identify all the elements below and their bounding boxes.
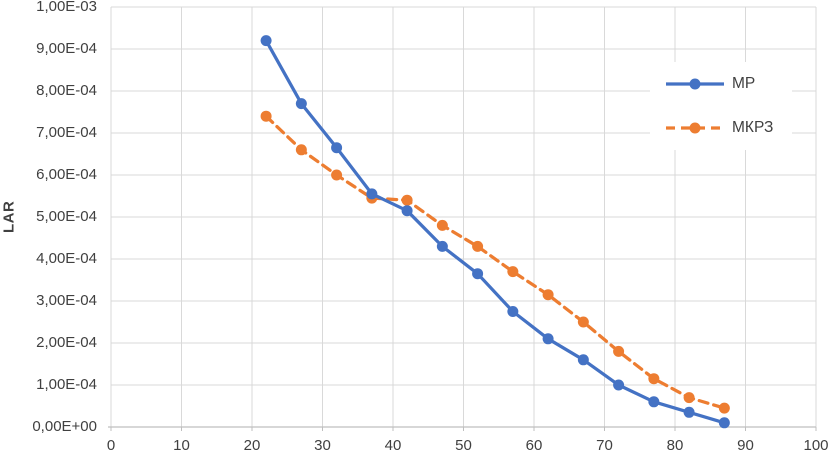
series-1-data-point: [401, 194, 413, 206]
series-1-data-point: [436, 219, 448, 231]
series-1-data-point: [260, 110, 272, 122]
y-tick-label: 0,00E+00: [32, 418, 97, 435]
series-1-data-point: [472, 240, 484, 252]
legend-item: МР: [650, 63, 792, 105]
y-tick-label: 1,00E-03: [36, 0, 97, 15]
series-0-data-point: [436, 240, 448, 252]
legend-item: МКРЗ: [650, 107, 792, 149]
legend-marker: [689, 122, 701, 134]
series-0-data-point: [366, 188, 378, 200]
series-0-data-point: [331, 142, 343, 154]
legend-swatch: [666, 122, 724, 134]
x-tick-label: 10: [173, 437, 190, 454]
series-0-data-point: [683, 406, 695, 418]
legend-label: МР: [732, 75, 756, 92]
series-1-data-point: [648, 373, 660, 385]
y-tick-label: 4,00E-04: [36, 250, 97, 267]
x-tick-label: 80: [666, 437, 684, 454]
x-tick-label: 60: [525, 437, 543, 454]
y-tick-label: 3,00E-04: [36, 292, 97, 309]
series-0-data-point: [472, 268, 484, 280]
series-1-data-point: [542, 289, 554, 301]
legend: МР МКРЗ: [650, 62, 792, 150]
y-tick-label: 2,00E-04: [36, 334, 97, 351]
series-1-data-point: [683, 392, 695, 404]
legend-swatch: [666, 78, 724, 90]
series-1-data-point: [295, 144, 307, 156]
y-axis-title: LAR: [0, 200, 18, 234]
x-tick-label: 40: [384, 437, 402, 454]
series-1-data-point: [613, 345, 625, 357]
x-tick-label: 30: [314, 437, 331, 454]
series-1-data-point: [331, 169, 343, 181]
y-tick-label: 9,00E-04: [36, 40, 97, 57]
legend-marker: [689, 78, 701, 90]
y-tick-label: 1,00E-04: [36, 376, 97, 393]
y-tick-label: 8,00E-04: [36, 82, 97, 99]
x-tick-label: 20: [243, 437, 261, 454]
series-1-data-point: [577, 316, 589, 328]
series-0-data-point: [542, 333, 554, 345]
series-0-data-point: [507, 306, 519, 317]
x-tick-label: 50: [455, 437, 472, 454]
y-tick-label: 6,00E-04: [36, 166, 97, 183]
x-tick-label: 70: [596, 437, 613, 454]
series-1-line: [264, 114, 726, 410]
y-tick-label: 7,00E-04: [36, 124, 97, 141]
series-0-data-point: [577, 354, 589, 366]
series-0-line: [264, 38, 726, 425]
series-0-data-point: [295, 98, 307, 110]
y-tick-label: 5,00E-04: [36, 208, 97, 225]
series-1-data-point: [718, 402, 730, 414]
series-0-data-point: [401, 205, 413, 217]
x-tick-label: 0: [106, 437, 116, 454]
x-tick-label: 90: [737, 437, 754, 454]
series-0-data-point: [260, 35, 272, 47]
legend-label: МКРЗ: [732, 119, 774, 136]
x-tick-label: 100: [803, 437, 829, 454]
series-0-data-point: [648, 396, 660, 408]
series-0-data-point: [718, 417, 730, 429]
series-1-data-point: [507, 266, 519, 278]
series-0-data-point: [613, 379, 625, 391]
